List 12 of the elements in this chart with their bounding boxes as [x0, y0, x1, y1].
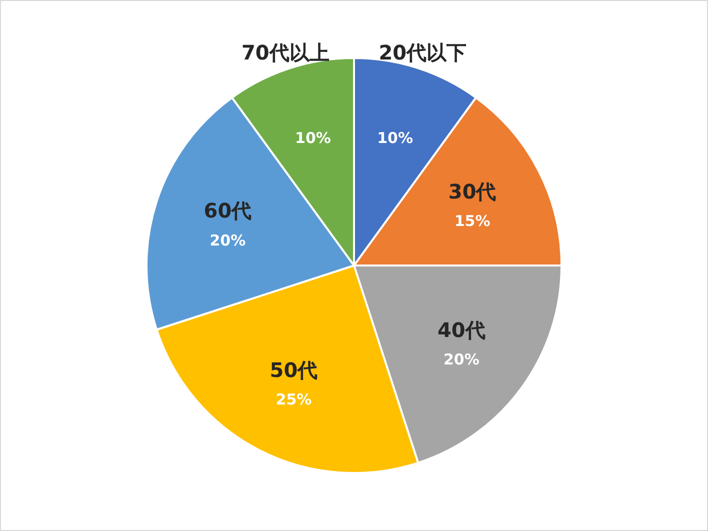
data-label: 10%	[295, 129, 331, 148]
slice-label: 30代	[448, 179, 496, 204]
slice-label: 50代	[270, 358, 318, 382]
data-label: 25%	[276, 390, 312, 409]
slice-label: 40代	[438, 318, 486, 342]
data-label: 15%	[454, 212, 490, 230]
data-label: 10%	[377, 129, 413, 148]
data-label: 20%	[443, 350, 480, 368]
data-label: 20%	[210, 231, 246, 250]
slice-label: 70代以上	[241, 40, 330, 65]
slice-label: 20代以下	[378, 40, 467, 65]
slice-label: 60代	[204, 198, 252, 223]
